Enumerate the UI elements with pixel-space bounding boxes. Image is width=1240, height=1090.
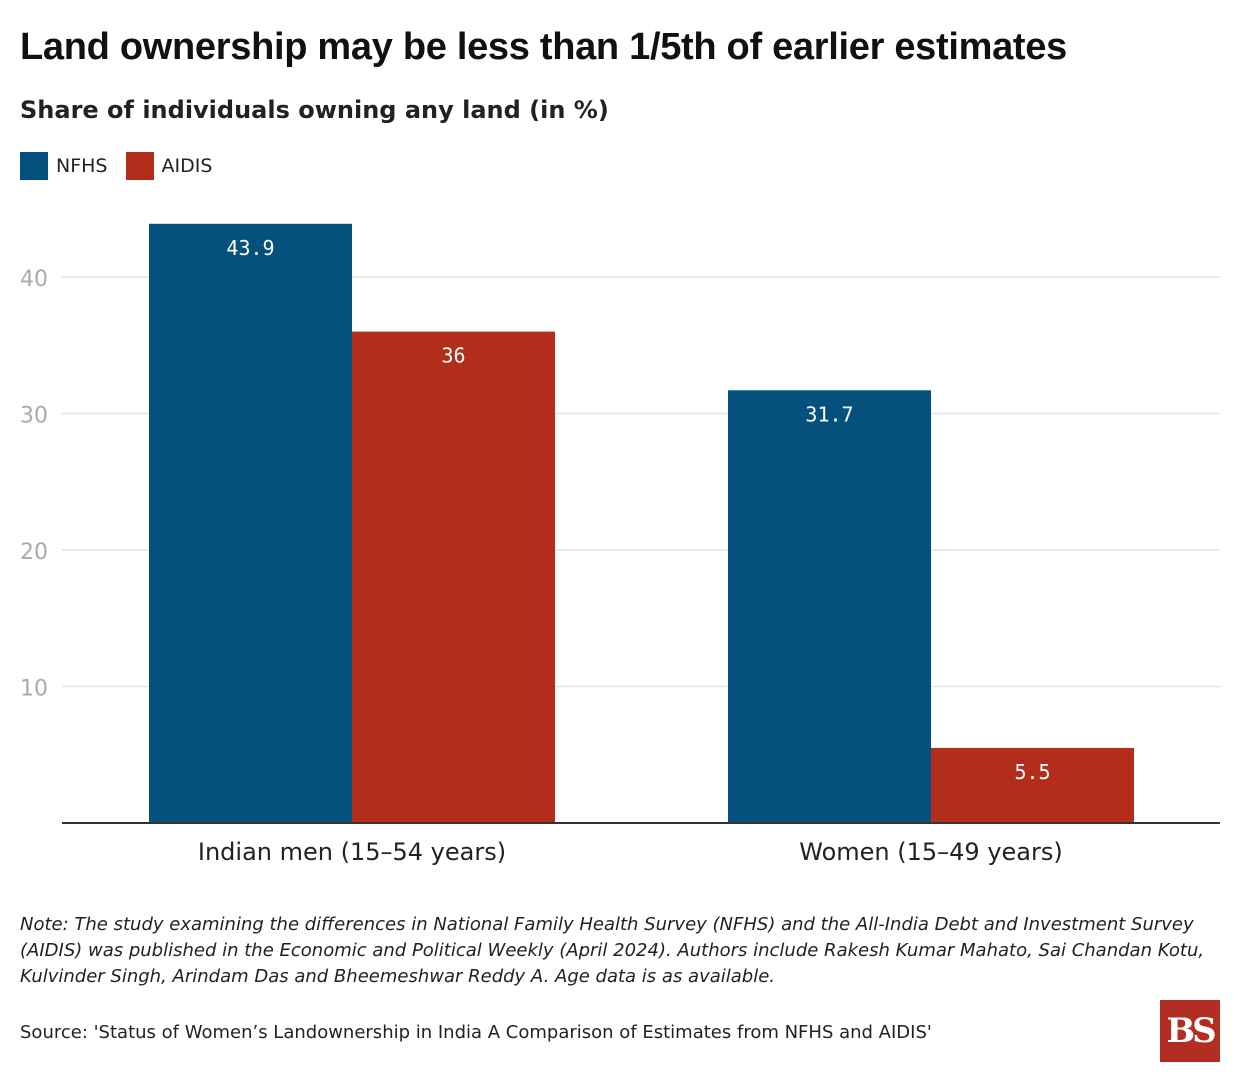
legend-label-nfhs: NFHS (56, 155, 108, 177)
chart-subtitle: Share of individuals owning any land (in… (20, 96, 609, 124)
legend: NFHS AIDIS (20, 152, 212, 180)
chart-note: Note: The study examining the difference… (20, 914, 1205, 987)
legend-item-nfhs: NFHS (20, 152, 108, 180)
legend-swatch-nfhs (20, 152, 48, 180)
bar-nfhs-2 (728, 390, 931, 823)
y-tick-label-10: 10 (20, 677, 48, 702)
bar-aidis-1 (352, 331, 555, 823)
x-category-label-2: Women (15–49 years) (799, 838, 1062, 866)
legend-item-aidis: AIDIS (125, 152, 213, 180)
publisher-logo: BS (1160, 1000, 1220, 1062)
chart-title: Land ownership may be less than 1/5th of… (20, 26, 1067, 68)
y-tick-label-40: 40 (20, 267, 48, 292)
bar-aidis-2 (931, 747, 1134, 823)
x-category-label-1: Indian men (15–54 years) (198, 838, 506, 866)
legend-label-aidis: AIDIS (161, 155, 213, 177)
bar-label-aidis-1: 36 (441, 344, 465, 368)
y-tick-label-30: 30 (20, 404, 48, 429)
bar-chart: 10 20 30 40 43.9 31.7 36 5.5 Indian men (15–54 y… (20, 223, 1220, 866)
bar-label-nfhs-2: 31.7 (805, 402, 853, 426)
y-tick-label-20: 20 (20, 540, 48, 565)
bar-nfhs-1 (149, 223, 352, 823)
bar-label-nfhs-1: 43.9 (226, 236, 274, 260)
legend-swatch-aidis (125, 152, 154, 180)
chart-source: Source: 'Status of Women’s Landownership… (20, 1022, 932, 1043)
bar-label-aidis-2: 5.5 (1014, 760, 1050, 784)
